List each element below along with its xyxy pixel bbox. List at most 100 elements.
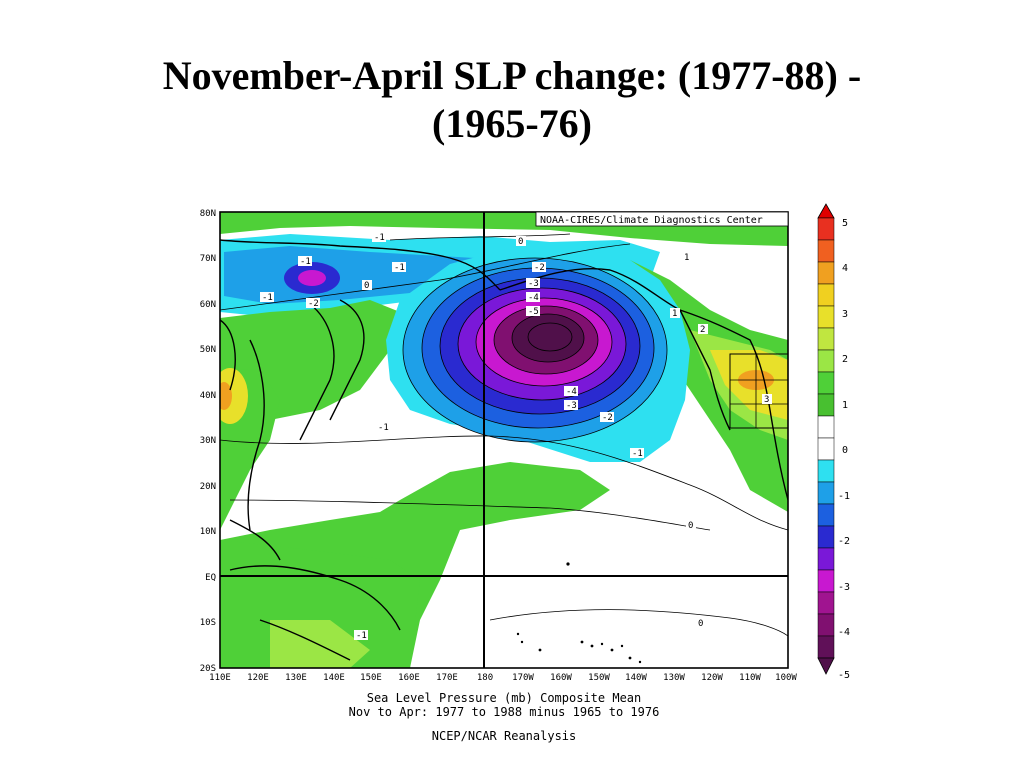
svg-text:1: 1 <box>672 309 677 319</box>
credit-text: NOAA-CIRES/Climate Diagnostics Center <box>540 215 763 226</box>
lon-label: 170E <box>436 673 458 683</box>
caption-line-2: Nov to Apr: 1977 to 1988 minus 1965 to 1… <box>349 705 660 719</box>
svg-text:-1: -1 <box>632 449 643 459</box>
lat-label: 40N <box>200 391 216 401</box>
contour-label: -1 <box>630 448 644 459</box>
contour-label: -2 <box>532 262 546 273</box>
svg-text:-3: -3 <box>566 401 577 411</box>
light-green-australia <box>270 620 370 668</box>
lon-label: 120E <box>247 673 269 683</box>
svg-text:-4: -4 <box>566 387 577 397</box>
svg-text:0: 0 <box>688 521 693 531</box>
lat-label: 50N <box>200 345 216 355</box>
lat-label: 10N <box>200 527 216 537</box>
lon-label: 100W <box>775 673 797 683</box>
svg-text:-1: -1 <box>394 263 405 273</box>
colorbar-label: 1 <box>842 400 848 411</box>
contour-label: -2 <box>600 412 614 423</box>
islands <box>516 562 642 664</box>
lon-label: 140E <box>323 673 345 683</box>
lon-label: 150W <box>588 673 610 683</box>
colorbar-label: -5 <box>838 670 850 681</box>
lat-label: EQ <box>205 573 216 583</box>
svg-text:-3: -3 <box>528 279 539 289</box>
lat-label: 10S <box>200 618 216 628</box>
contour-label: -1 <box>260 292 274 303</box>
colorbar-top-arrow <box>817 203 835 219</box>
lat-label: 60N <box>200 300 216 310</box>
contour-label: 1 <box>682 252 692 263</box>
map-caption: Sea Level Pressure (mb) Composite Mean N… <box>349 691 660 743</box>
colorbar-label: -2 <box>838 536 850 547</box>
colorbar-bottom-arrow <box>817 657 835 675</box>
latitude-labels: 80N 70N 60N 50N 40N 30N 20N 10N EQ 10S 2… <box>200 209 216 674</box>
contour-label: -1 <box>372 232 386 243</box>
contour-label: 3 <box>762 394 772 405</box>
contour-label: -3 <box>564 400 578 411</box>
lat-label: 80N <box>200 209 216 219</box>
contour-label: 0 <box>362 280 372 291</box>
lon-label: 110E <box>209 673 231 683</box>
contour-label: 0 <box>686 520 696 531</box>
colorbar-label: 0 <box>842 445 848 456</box>
svg-text:-4: -4 <box>528 293 539 303</box>
contour-label: -1 <box>298 256 312 267</box>
darkest-core <box>512 314 584 362</box>
contour-label: -2 <box>306 298 320 309</box>
caption-line-3: NCEP/NCAR Reanalysis <box>432 729 577 743</box>
map-frame <box>219 211 789 669</box>
svg-text:-1: -1 <box>300 257 311 267</box>
slide-title: November-April SLP change: (1977-88) - (… <box>60 52 964 148</box>
coastlines <box>220 239 788 661</box>
lon-label: 130W <box>663 673 685 683</box>
colorbar: 5 4 3 2 1 0 -1 -2 -3 -4 -5 <box>817 203 850 681</box>
svg-text:3: 3 <box>764 395 769 405</box>
contour-label: 0 <box>516 236 526 247</box>
contour-label: -4 <box>564 386 578 397</box>
lon-label: 150E <box>360 673 382 683</box>
colorbar-label: 2 <box>842 354 848 365</box>
map-svg: NOAA-CIRES/Climate Diagnostics Center -1… <box>200 203 850 743</box>
contour-label: 1 <box>670 308 680 319</box>
contour-label: -3 <box>526 278 540 289</box>
svg-text:-1: -1 <box>378 423 389 433</box>
lat-label: 20N <box>200 482 216 492</box>
contour-label: 0 <box>696 618 706 629</box>
lat-label: 70N <box>200 254 216 264</box>
colorbar-labels: 5 4 3 2 1 0 -1 -2 -3 -4 -5 <box>838 218 850 681</box>
contour-label: -4 <box>526 292 540 303</box>
contour-label: -1 <box>392 262 406 273</box>
orange-cell-west <box>220 382 232 410</box>
title-line-1: November-April SLP change: (1977-88) - <box>162 53 862 98</box>
longitude-labels: 110E 120E 130E 140E 150E 160E 170E 180 1… <box>209 673 797 683</box>
magenta-cell-siberia <box>298 270 326 286</box>
lat-label: 20S <box>200 664 216 674</box>
slp-map-figure: NOAA-CIRES/Climate Diagnostics Center -1… <box>190 200 870 760</box>
svg-text:-1: -1 <box>262 293 273 303</box>
lon-label: 160E <box>398 673 420 683</box>
colorbar-label: 5 <box>842 218 848 229</box>
colorbar-label: 3 <box>842 309 848 320</box>
svg-text:0: 0 <box>698 619 703 629</box>
lon-label: 160W <box>550 673 572 683</box>
svg-text:-5: -5 <box>528 307 539 317</box>
lat-label: 30N <box>200 436 216 446</box>
contour-value-labels: -1 -1 -1 -2 -1 0 -1 0 -2 -3 -4 -5 -4 -3 … <box>260 232 772 641</box>
lon-label: 140W <box>625 673 647 683</box>
lon-label: 110W <box>739 673 761 683</box>
contour-label: -5 <box>526 306 540 317</box>
colorbar-label: -3 <box>838 582 850 593</box>
colorbar-label: -1 <box>838 491 850 502</box>
colorbar-label: 4 <box>842 263 848 274</box>
colorbar-label: -4 <box>838 627 850 638</box>
region-box <box>729 353 788 429</box>
contour-lines <box>220 233 788 637</box>
lon-label: 180 <box>477 673 493 683</box>
svg-text:0: 0 <box>518 237 523 247</box>
yellow-cell-west <box>220 368 248 424</box>
contour-label: 2 <box>698 324 708 335</box>
svg-text:-1: -1 <box>356 631 367 641</box>
svg-text:0: 0 <box>364 281 369 291</box>
svg-text:-2: -2 <box>534 263 545 273</box>
svg-text:1: 1 <box>684 253 689 263</box>
